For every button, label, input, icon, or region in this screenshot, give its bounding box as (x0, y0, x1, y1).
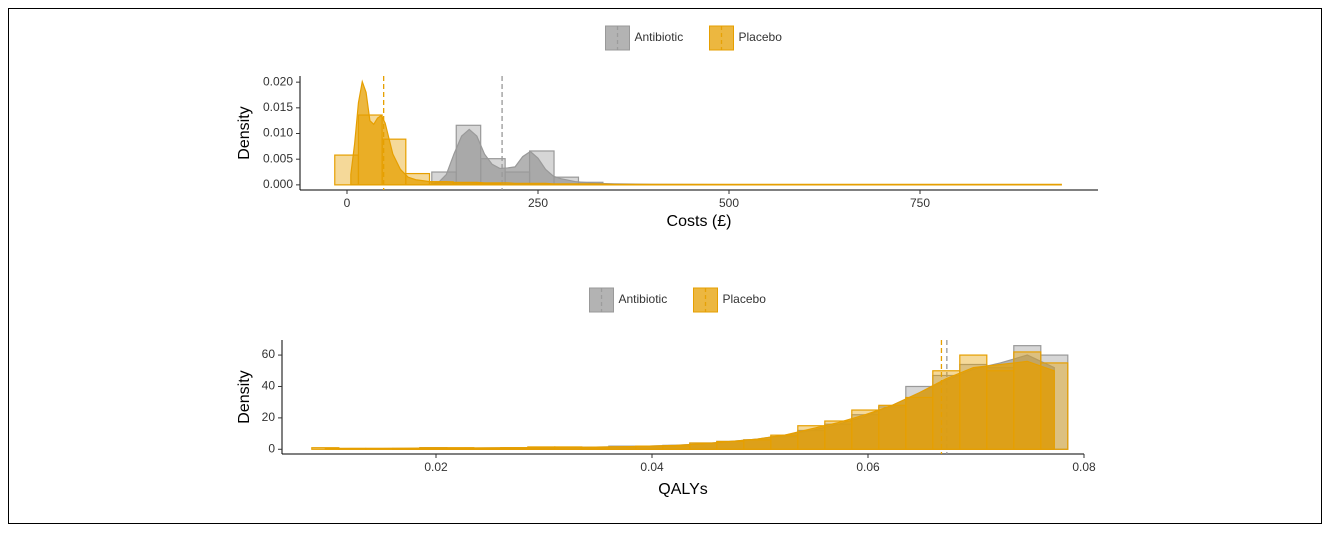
y-tick-label: 0.020 (263, 74, 293, 88)
y-tick-label: 0.015 (263, 100, 293, 114)
x-tick-label: 0 (344, 196, 351, 210)
y-axis-title: Density (236, 106, 253, 159)
x-tick-label: 0.06 (856, 460, 880, 474)
x-axis-title: QALYs (658, 481, 708, 498)
y-tick-label: 40 (262, 379, 276, 393)
x-axis-title: Costs (£) (667, 213, 732, 230)
y-tick-label: 0 (268, 441, 275, 455)
y-tick-label: 0.005 (263, 151, 293, 165)
y-axis-title: Density (236, 370, 253, 423)
y-tick-label: 20 (262, 410, 276, 424)
x-tick-label: 0.02 (424, 460, 448, 474)
legend-label: Antibiotic (619, 292, 668, 306)
y-tick-label: 60 (262, 347, 276, 361)
density-area (350, 79, 1062, 186)
legend-label: Antibiotic (635, 30, 684, 44)
x-tick-label: 250 (528, 196, 548, 210)
y-tick-label: 0.010 (263, 126, 293, 140)
density-area (324, 360, 1055, 450)
x-tick-label: 0.08 (1072, 460, 1096, 474)
legend-label: Placebo (739, 30, 783, 44)
frame (8, 8, 1322, 524)
x-tick-label: 500 (719, 196, 739, 210)
x-tick-label: 0.04 (640, 460, 664, 474)
y-tick-label: 0.000 (263, 177, 293, 191)
x-tick-label: 750 (910, 196, 930, 210)
legend-label: Placebo (723, 292, 767, 306)
